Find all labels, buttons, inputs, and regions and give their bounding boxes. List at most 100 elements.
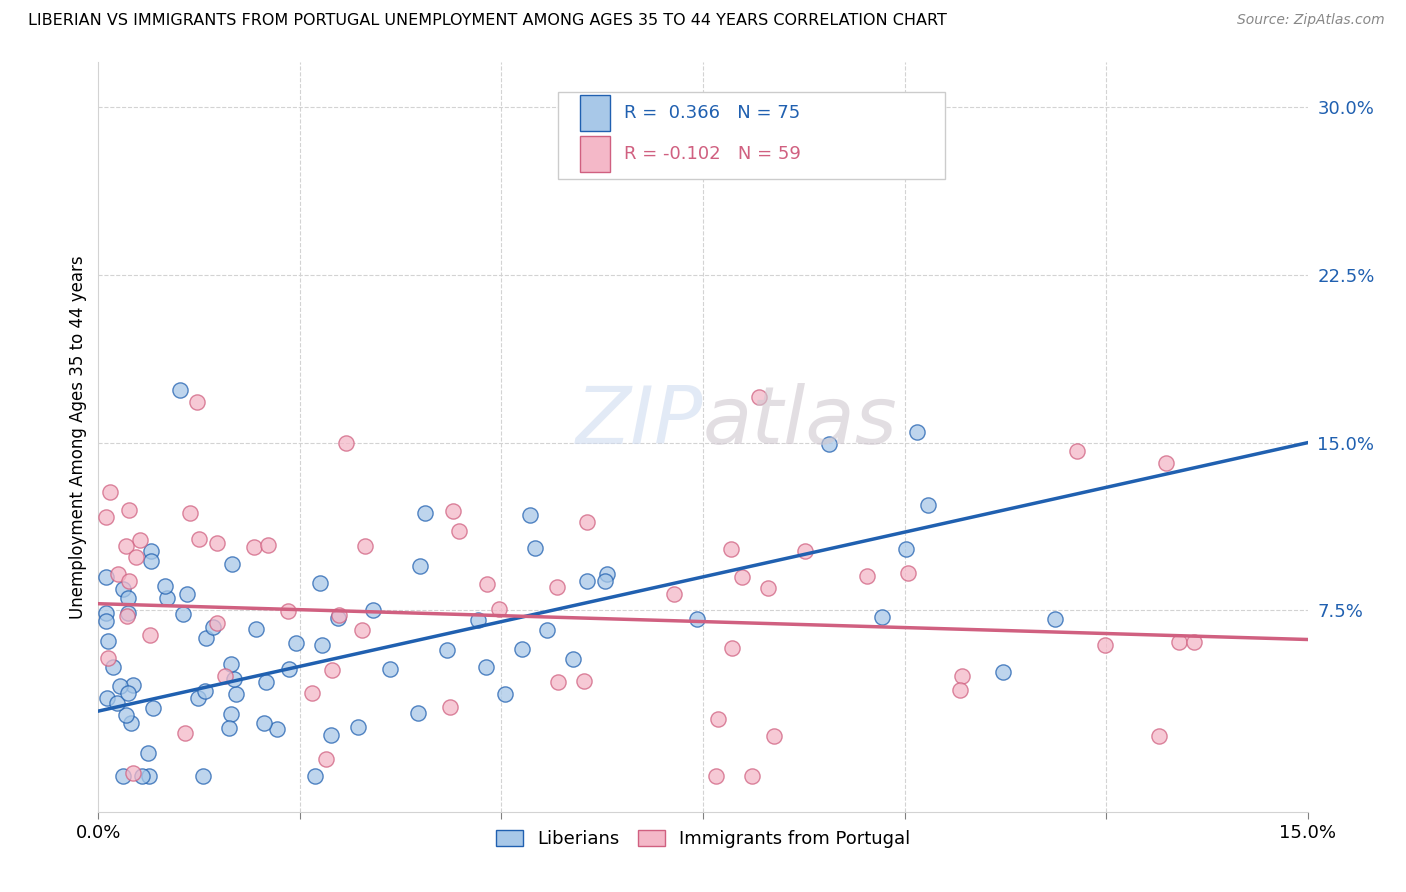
FancyBboxPatch shape — [558, 93, 945, 178]
Point — [1156, 456, 1178, 470]
Point — [114, 708, 136, 723]
Point — [436, 643, 458, 657]
Point — [547, 674, 569, 689]
Point — [96, 614, 118, 628]
Point — [193, 769, 215, 783]
Point — [439, 700, 461, 714]
Point — [253, 716, 276, 731]
Point — [225, 688, 247, 702]
Point — [107, 567, 129, 582]
Point — [218, 721, 240, 735]
Point — [97, 634, 120, 648]
Point — [475, 577, 498, 591]
Point — [321, 663, 343, 677]
Point — [172, 607, 194, 622]
Point — [350, 623, 373, 637]
Point — [488, 602, 510, 616]
Point — [266, 722, 288, 736]
Point — [897, 566, 920, 581]
Point — [575, 515, 598, 529]
Point — [129, 533, 152, 548]
Point — [96, 570, 118, 584]
Point — [1066, 443, 1088, 458]
Point — [96, 510, 118, 524]
Point — [112, 582, 135, 596]
Point — [304, 769, 326, 783]
Point — [546, 580, 568, 594]
Point — [96, 607, 118, 621]
Point — [596, 567, 619, 582]
Point — [818, 437, 841, 451]
Point — [120, 716, 142, 731]
Point — [380, 663, 402, 677]
Point — [301, 686, 323, 700]
Point — [155, 591, 177, 606]
Point — [413, 506, 436, 520]
Point — [720, 542, 742, 557]
Point — [256, 538, 278, 552]
Point — [311, 638, 333, 652]
Point — [949, 682, 972, 697]
Point — [741, 769, 763, 783]
Point — [153, 579, 176, 593]
Point — [103, 660, 125, 674]
Point — [536, 624, 558, 638]
Point — [467, 613, 489, 627]
Point — [207, 615, 229, 630]
Point — [475, 660, 498, 674]
Text: atlas: atlas — [703, 383, 898, 461]
Point — [245, 622, 267, 636]
Point — [194, 683, 217, 698]
Point — [593, 574, 616, 589]
Point — [277, 604, 299, 618]
Point — [131, 769, 153, 783]
Point — [308, 576, 330, 591]
Point — [870, 610, 893, 624]
Point — [335, 435, 357, 450]
Point — [97, 650, 120, 665]
Point — [254, 675, 277, 690]
Point — [319, 727, 342, 741]
Point — [756, 581, 779, 595]
Point — [576, 574, 599, 588]
Point — [354, 539, 377, 553]
Point — [510, 642, 533, 657]
Point — [662, 587, 685, 601]
Point — [214, 669, 236, 683]
Point — [704, 769, 727, 783]
Point — [315, 751, 337, 765]
Point — [328, 611, 350, 625]
Point — [224, 672, 246, 686]
Point — [524, 541, 547, 555]
Text: LIBERIAN VS IMMIGRANTS FROM PORTUGAL UNEMPLOYMENT AMONG AGES 35 TO 44 YEARS CORR: LIBERIAN VS IMMIGRANTS FROM PORTUGAL UNE… — [28, 13, 948, 29]
Point — [195, 631, 218, 645]
Point — [117, 606, 139, 620]
Point — [219, 706, 242, 721]
Point — [118, 503, 141, 517]
Point — [205, 536, 228, 550]
Point — [243, 540, 266, 554]
Point — [138, 746, 160, 760]
Point — [1147, 729, 1170, 743]
Point — [572, 673, 595, 688]
Point — [219, 657, 242, 671]
Point — [173, 726, 195, 740]
FancyBboxPatch shape — [579, 136, 610, 171]
Point — [112, 769, 135, 783]
Point — [187, 691, 209, 706]
Point — [139, 628, 162, 642]
Point — [409, 558, 432, 573]
Point — [117, 591, 139, 606]
Point — [748, 390, 770, 404]
Point — [763, 729, 786, 743]
Point — [856, 569, 879, 583]
Point — [117, 686, 139, 700]
Point — [96, 690, 118, 705]
Point — [1094, 638, 1116, 652]
Point — [139, 544, 162, 558]
Point — [278, 663, 301, 677]
Point — [1043, 612, 1066, 626]
Point — [562, 652, 585, 666]
Text: Source: ZipAtlas.com: Source: ZipAtlas.com — [1237, 13, 1385, 28]
Point — [686, 612, 709, 626]
